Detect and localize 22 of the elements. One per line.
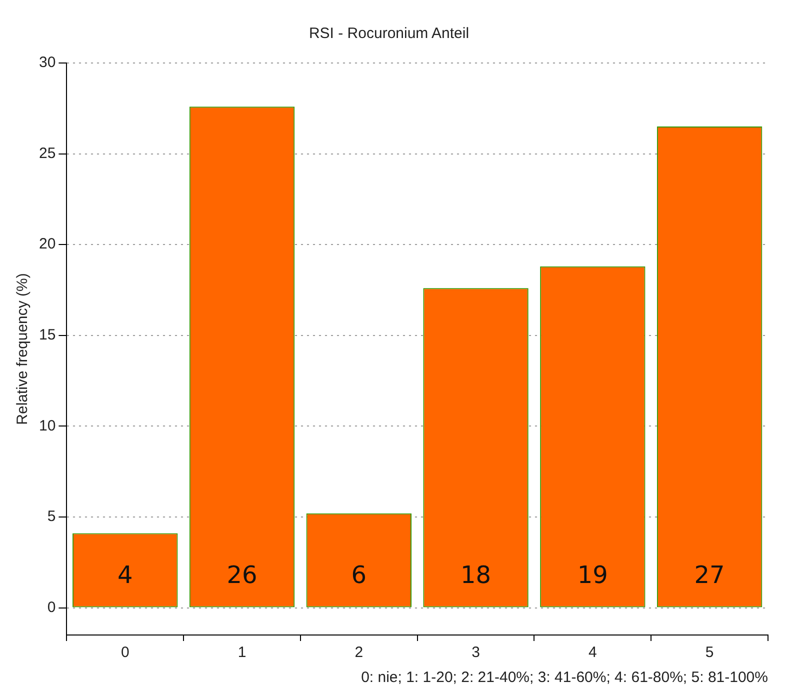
x-tick-label: 5 — [705, 644, 714, 662]
annotation: 26 — [226, 560, 258, 589]
y-tick-label: 30 — [38, 54, 56, 72]
chart-title: RSI - Rocuronium Anteil — [308, 25, 470, 42]
x-tick-label: 1 — [238, 644, 246, 662]
y-axis-title: Relative frequency (%) — [14, 273, 32, 425]
y-tick-label: 0 — [47, 598, 56, 616]
annotation: 18 — [460, 560, 492, 589]
y-tick-label: 10 — [38, 417, 56, 434]
y-tick-label: 15 — [38, 326, 56, 344]
annotation: 4 — [117, 560, 133, 589]
y-tick-label: 20 — [38, 236, 56, 253]
annotation: 6 — [351, 560, 367, 589]
text: 0: nie; 1: 1-20; 2: 21-40%; 3: 41-60%; 4: 61-80%; 5: 81-100% — [361, 669, 768, 686]
x-tick-label: 2 — [354, 644, 364, 662]
annotation: 27 — [694, 560, 725, 589]
x-tick-label: 0 — [120, 644, 130, 662]
y-tick-label: 5 — [47, 508, 56, 526]
x-tick-label: 4 — [588, 644, 597, 662]
x-tick-label: 3 — [472, 644, 480, 662]
y-tick-label: 25 — [38, 144, 56, 162]
annotation: 19 — [577, 560, 608, 589]
